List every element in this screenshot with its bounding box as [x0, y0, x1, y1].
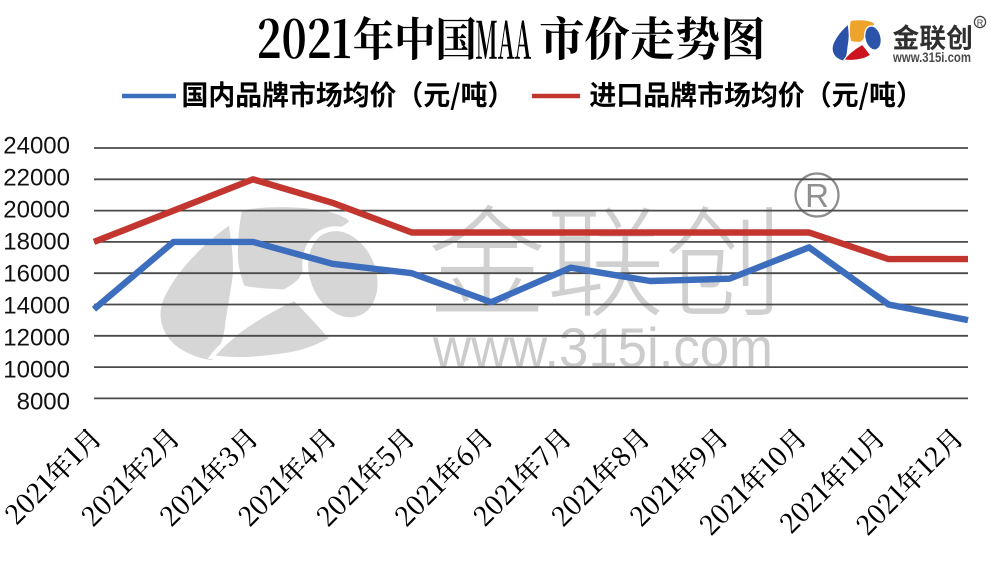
svg-text:16000: 16000: [3, 261, 70, 288]
svg-text:22000: 22000: [3, 165, 70, 192]
svg-text:8000: 8000: [17, 389, 70, 416]
svg-text:R: R: [977, 18, 984, 28]
svg-text:14000: 14000: [3, 293, 70, 320]
svg-text:18000: 18000: [3, 229, 70, 256]
svg-text:24000: 24000: [3, 133, 70, 160]
svg-text:12000: 12000: [3, 325, 70, 352]
svg-text:www.315i.com: www.315i.com: [432, 316, 773, 379]
svg-text:10000: 10000: [3, 357, 70, 384]
svg-text:www.315i.com: www.315i.com: [892, 50, 971, 65]
svg-text:20000: 20000: [3, 197, 70, 224]
svg-text:R: R: [805, 177, 829, 214]
